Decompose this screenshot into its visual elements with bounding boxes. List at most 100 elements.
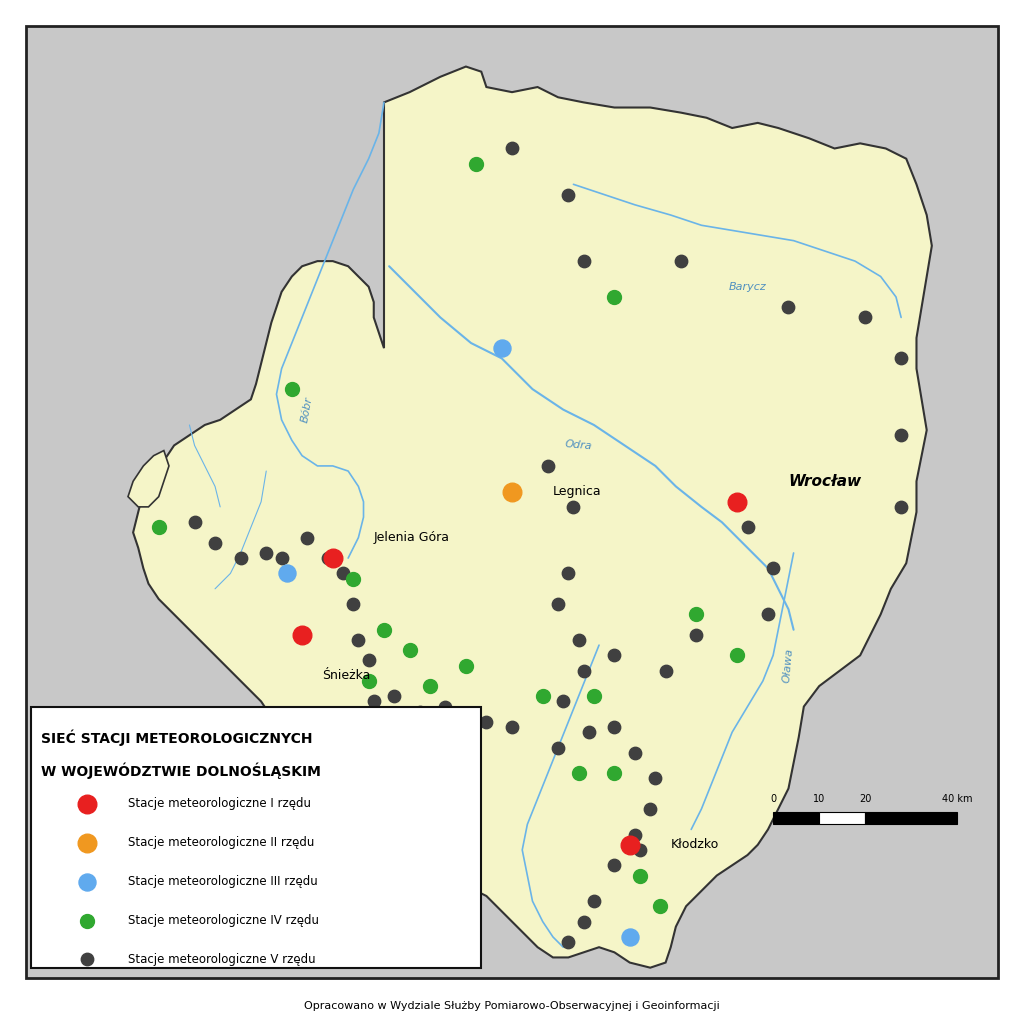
Point [494, 340, 510, 356]
Point [442, 724, 459, 740]
Text: 10: 10 [813, 794, 825, 804]
Text: Barycz: Barycz [729, 282, 766, 292]
Text: Odra: Odra [564, 439, 593, 452]
Point [232, 550, 249, 566]
Text: Oława: Oława [782, 648, 795, 683]
Text: 40 km: 40 km [942, 794, 973, 804]
Point [575, 253, 592, 269]
Point [857, 309, 873, 326]
Point [422, 678, 438, 694]
Text: Stacje meteorologiczne I rzędu: Stacje meteorologiczne I rzędu [128, 798, 311, 810]
Point [79, 835, 95, 851]
Point [627, 744, 643, 761]
Point [258, 545, 274, 561]
Point [478, 714, 495, 730]
Point [345, 596, 361, 612]
FancyBboxPatch shape [26, 26, 998, 978]
Text: Bóbr: Bóbr [300, 396, 314, 423]
Point [350, 632, 367, 648]
Text: Stacje meteorologiczne III rzędu: Stacje meteorologiczne III rzędu [128, 876, 317, 888]
Text: 20: 20 [859, 794, 871, 804]
Point [560, 186, 577, 203]
Point [780, 299, 797, 315]
Point [535, 688, 551, 705]
Point [729, 647, 745, 664]
Point [581, 724, 597, 740]
Text: SIEĆ STACJI METEOROLOGICZNYCH: SIEĆ STACJI METEOROLOGICZNYCH [41, 729, 312, 745]
Point [366, 693, 382, 710]
Polygon shape [128, 451, 169, 507]
Text: Stacje meteorologiczne V rzędu: Stacje meteorologiczne V rzędu [128, 953, 315, 966]
Point [458, 657, 474, 674]
Point [284, 381, 300, 397]
Point [606, 765, 623, 781]
Text: Stacje meteorologiczne II rzędu: Stacje meteorologiczne II rzędu [128, 837, 314, 849]
Point [765, 560, 781, 577]
Bar [819, 812, 865, 824]
Point [386, 688, 402, 705]
Point [622, 929, 638, 945]
Point [319, 550, 336, 566]
Point [79, 912, 95, 929]
Point [739, 519, 756, 536]
Text: Śnieżka: Śnieżka [323, 670, 371, 682]
Point [622, 837, 638, 853]
Text: Kłodzko: Kłodzko [671, 839, 719, 851]
Point [575, 913, 592, 930]
Point [540, 458, 556, 474]
Point [647, 770, 664, 786]
Point [652, 898, 669, 914]
Point [504, 719, 520, 735]
FancyBboxPatch shape [31, 707, 481, 968]
Point [688, 627, 705, 643]
Point [606, 857, 623, 873]
Point [893, 427, 909, 443]
Point [570, 765, 587, 781]
Point [79, 951, 95, 968]
Bar [773, 812, 819, 824]
Text: Legnica: Legnica [553, 485, 601, 498]
Point [79, 796, 95, 812]
Point [463, 739, 479, 756]
Text: Jelenia Góra: Jelenia Góra [374, 531, 450, 544]
Point [151, 519, 167, 536]
Point [335, 565, 351, 582]
Text: W WOJEWÓDZTWIE DOLNOŚLĄSKIM: W WOJEWÓDZTWIE DOLNOŚLĄSKIM [41, 763, 321, 779]
Point [632, 867, 648, 884]
Point [468, 156, 484, 172]
Point [437, 698, 454, 715]
Point [642, 801, 658, 817]
Point [401, 642, 418, 658]
Point [345, 570, 361, 587]
Text: 0: 0 [770, 794, 776, 804]
Point [555, 693, 571, 710]
Point [273, 550, 290, 566]
Point [504, 483, 520, 500]
Point [632, 842, 648, 858]
Point [575, 663, 592, 679]
Point [207, 535, 223, 551]
Point [586, 688, 602, 705]
Point [412, 703, 428, 720]
Point [376, 622, 392, 638]
Point [606, 289, 623, 305]
Point [586, 893, 602, 909]
Point [560, 934, 577, 950]
Point [729, 494, 745, 510]
Point [325, 550, 341, 566]
Point [673, 253, 689, 269]
Polygon shape [133, 67, 932, 968]
Point [688, 606, 705, 623]
Point [360, 652, 377, 669]
Point [606, 647, 623, 664]
Point [606, 719, 623, 735]
Point [657, 663, 674, 679]
Point [550, 596, 566, 612]
Point [79, 873, 95, 890]
Point [893, 499, 909, 515]
Point [186, 514, 203, 530]
Point [893, 350, 909, 367]
Point [565, 499, 582, 515]
Bar [865, 812, 957, 824]
Point [504, 140, 520, 157]
